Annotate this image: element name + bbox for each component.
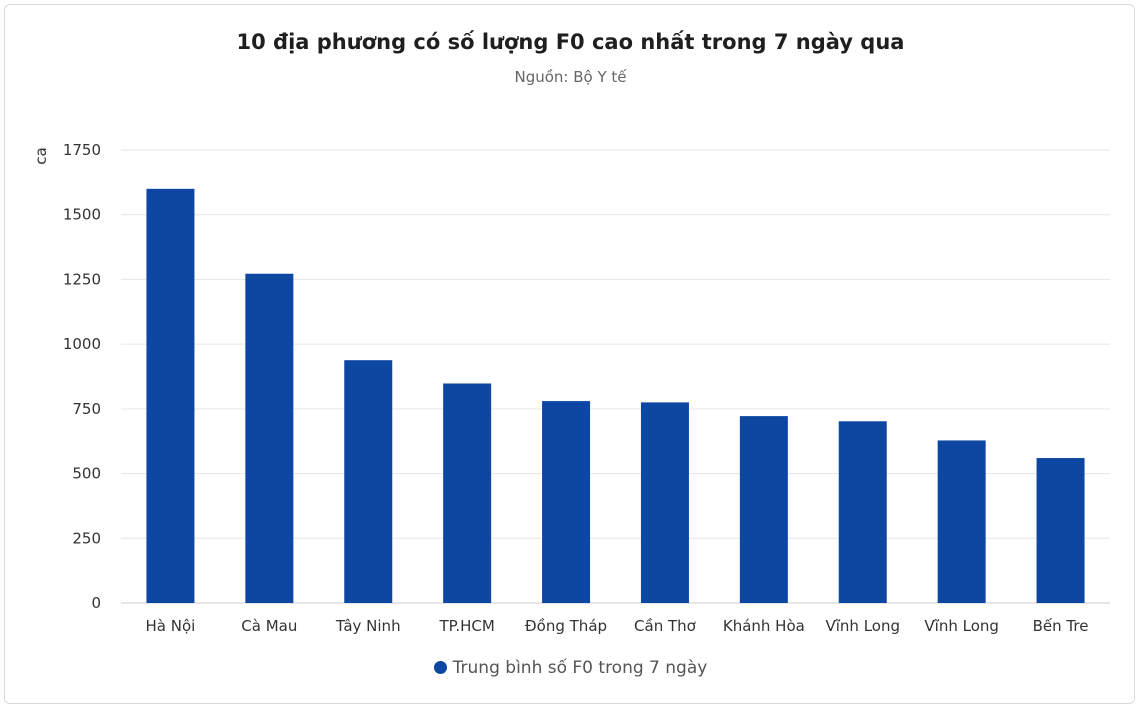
y-tick-label: 0: [91, 594, 101, 612]
x-tick-label: Hà Nội: [146, 617, 196, 635]
y-tick-label: 250: [72, 529, 101, 547]
x-tick-label: Cà Mau: [241, 617, 297, 635]
chart-title: 10 địa phương có số lượng F0 cao nhất tr…: [236, 30, 905, 54]
x-tick-label: Bến Tre: [1033, 617, 1089, 635]
x-tick-label: Đồng Tháp: [525, 617, 607, 635]
bar[interactable]: [1036, 458, 1085, 603]
x-tick-label: Khánh Hòa: [723, 617, 805, 635]
y-tick-label: 500: [72, 465, 101, 483]
legend[interactable]: Trung bình số F0 trong 7 ngày: [0, 658, 1141, 678]
legend-label: Trung bình số F0 trong 7 ngày: [452, 658, 708, 678]
bar[interactable]: [739, 416, 788, 603]
x-tick-label: Vĩnh Long: [924, 617, 999, 635]
bar[interactable]: [443, 383, 492, 603]
y-axis-ticks: 0 250 500 750 1000 1250 1500 1750: [63, 141, 101, 612]
bar[interactable]: [146, 188, 195, 604]
chart-subtitle: Nguồn: Bộ Y tế: [514, 68, 627, 86]
bar[interactable]: [245, 273, 294, 603]
x-tick-label: Vĩnh Long: [825, 617, 900, 635]
y-tick-label: 1500: [63, 206, 101, 224]
bar[interactable]: [542, 401, 591, 603]
bar[interactable]: [344, 360, 393, 603]
x-tick-label: TP.HCM: [438, 617, 494, 635]
x-tick-label: Cần Thơ: [634, 617, 697, 635]
legend-marker: [433, 661, 447, 674]
y-tick-label: 750: [72, 400, 101, 418]
x-tick-label: Tây Ninh: [335, 617, 401, 635]
x-axis-ticks: Hà Nội Cà Mau Tây Ninh TP.HCM Đồng Tháp Cần T…: [146, 617, 1089, 635]
bars: [146, 188, 1085, 604]
y-tick-label: 1750: [63, 141, 101, 159]
y-tick-label: 1250: [63, 270, 101, 288]
y-axis-label: ca: [32, 147, 50, 164]
bar[interactable]: [838, 421, 887, 603]
bar[interactable]: [937, 440, 986, 603]
bar[interactable]: [640, 402, 689, 603]
y-tick-label: 1000: [63, 335, 101, 353]
